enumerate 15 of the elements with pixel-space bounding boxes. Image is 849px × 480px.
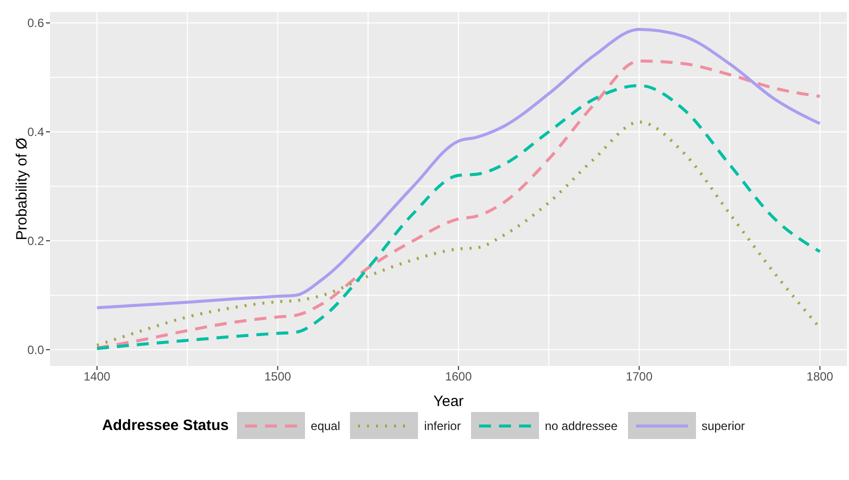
legend-label: no addressee xyxy=(544,418,619,432)
legend-label: equal xyxy=(310,418,342,432)
legend-label: inferior xyxy=(423,418,462,432)
legend-title: Addressee Status xyxy=(102,417,229,434)
x-tick-label: 1400 xyxy=(84,370,111,384)
x-tick-label: 1500 xyxy=(264,370,292,384)
x-tick-label: 1600 xyxy=(445,370,472,384)
y-tick-label: 0.0 xyxy=(27,342,44,357)
line-series xyxy=(95,28,822,310)
x-tick-label: 1800 xyxy=(806,370,834,384)
legend-label: superior xyxy=(700,418,746,432)
x-tick-label: 1700 xyxy=(626,370,653,384)
y-tick-label: 0.4 xyxy=(27,125,44,140)
x-axis-title: Year xyxy=(433,393,464,410)
y-tick-label: 0.6 xyxy=(27,16,44,30)
